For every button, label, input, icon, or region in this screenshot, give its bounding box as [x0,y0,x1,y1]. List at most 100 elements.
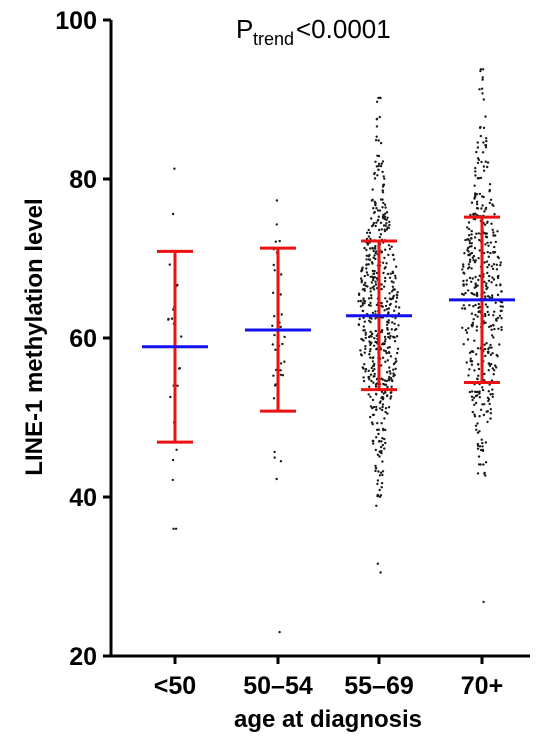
data-point [379,221,383,224]
data-point [388,223,391,227]
data-point [380,287,383,291]
data-point [372,356,375,359]
data-point [371,406,374,410]
data-point [374,340,377,344]
data-point [176,384,179,387]
data-point [386,320,389,324]
data-point [388,292,391,295]
y-tick-label: 100 [55,7,97,35]
data-point [380,440,383,443]
data-point [494,364,497,367]
data-point [495,268,499,271]
data-point [371,311,375,315]
data-point [374,329,377,333]
data-point [392,368,395,371]
data-point [462,283,465,286]
p-trend-value: <0.0001 [296,14,391,44]
data-point [476,390,479,394]
data-point [496,230,499,233]
data-point [368,231,372,234]
data-point [373,337,376,340]
data-point [465,279,469,282]
data-point [368,253,371,257]
data-point [376,154,379,157]
data-point [381,329,384,332]
data-point [367,369,370,372]
data-point [474,193,477,197]
data-point [377,470,380,473]
data-point [490,294,494,297]
data-point [370,366,373,370]
data-point [365,254,368,257]
data-point [373,372,376,376]
data-point [392,336,395,339]
data-point [469,213,472,217]
data-point [381,185,385,188]
data-point [481,388,485,392]
data-point [363,289,366,292]
data-point [369,334,372,338]
data-point [481,386,484,389]
data-point [380,486,383,489]
data-point [482,463,485,466]
data-point [375,207,378,210]
data-point [500,317,503,320]
data-point [481,449,485,453]
data-point [364,347,367,350]
data-point [381,473,384,477]
data-point [374,245,377,248]
data-point [359,353,363,356]
data-point [377,164,380,168]
data-point [375,100,379,104]
data-point [474,259,477,262]
data-point [381,305,384,308]
data-point [280,273,283,276]
data-point [381,261,385,264]
data-point [462,304,465,307]
data-point [482,126,486,130]
data-point [388,332,391,335]
data-point [370,379,373,383]
data-point [484,441,488,444]
data-point [466,246,470,250]
data-point [279,293,282,296]
data-point [279,325,282,329]
data-point [492,263,496,266]
data-point [473,261,477,264]
data-point [359,349,362,352]
data-point [482,98,485,101]
data-point [488,325,491,329]
data-point [385,228,389,231]
data-point [369,373,373,376]
data-point [383,177,386,180]
data-point [388,375,391,379]
data-point [393,309,396,312]
data-point [491,276,494,279]
data-point [476,161,480,165]
data-point [483,261,486,264]
data-point [499,284,502,287]
data-point [478,88,481,91]
data-point [390,385,393,388]
data-point [360,270,363,273]
data-point [372,223,375,227]
data-point [372,413,376,416]
data-point [496,275,500,278]
data-point [376,219,380,222]
data-point [380,452,383,455]
data-point [490,346,493,349]
data-point [372,221,376,225]
data-point [378,209,382,212]
data-point [381,460,384,463]
sd-bars [157,215,500,444]
data-point [474,170,477,173]
data-point [372,381,375,384]
data-point [478,430,481,433]
data-point [384,304,388,308]
data-point [475,325,479,328]
data-point [377,428,380,431]
data-point [493,369,496,372]
data-point [392,375,395,378]
data-point [374,310,377,313]
data-point [368,258,372,262]
